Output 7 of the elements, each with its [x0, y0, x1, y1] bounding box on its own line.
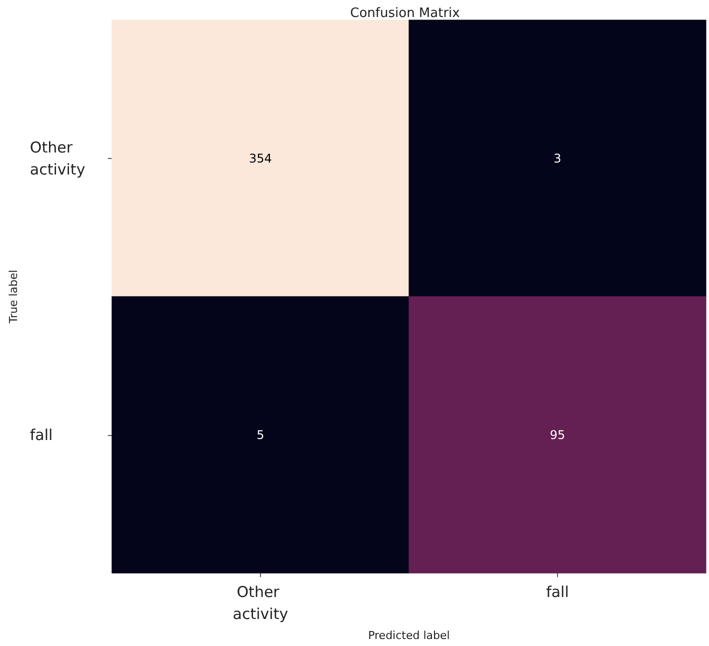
data-label: 95 — [550, 428, 566, 442]
data-label: 3 — [554, 151, 562, 166]
data-label: 354 — [248, 151, 272, 166]
y-axis-title: True label — [7, 270, 20, 324]
chart-title: Confusion Matrix — [350, 6, 460, 21]
data-label: 5 — [256, 428, 264, 442]
x-axis-title: Predicted label — [368, 629, 450, 642]
